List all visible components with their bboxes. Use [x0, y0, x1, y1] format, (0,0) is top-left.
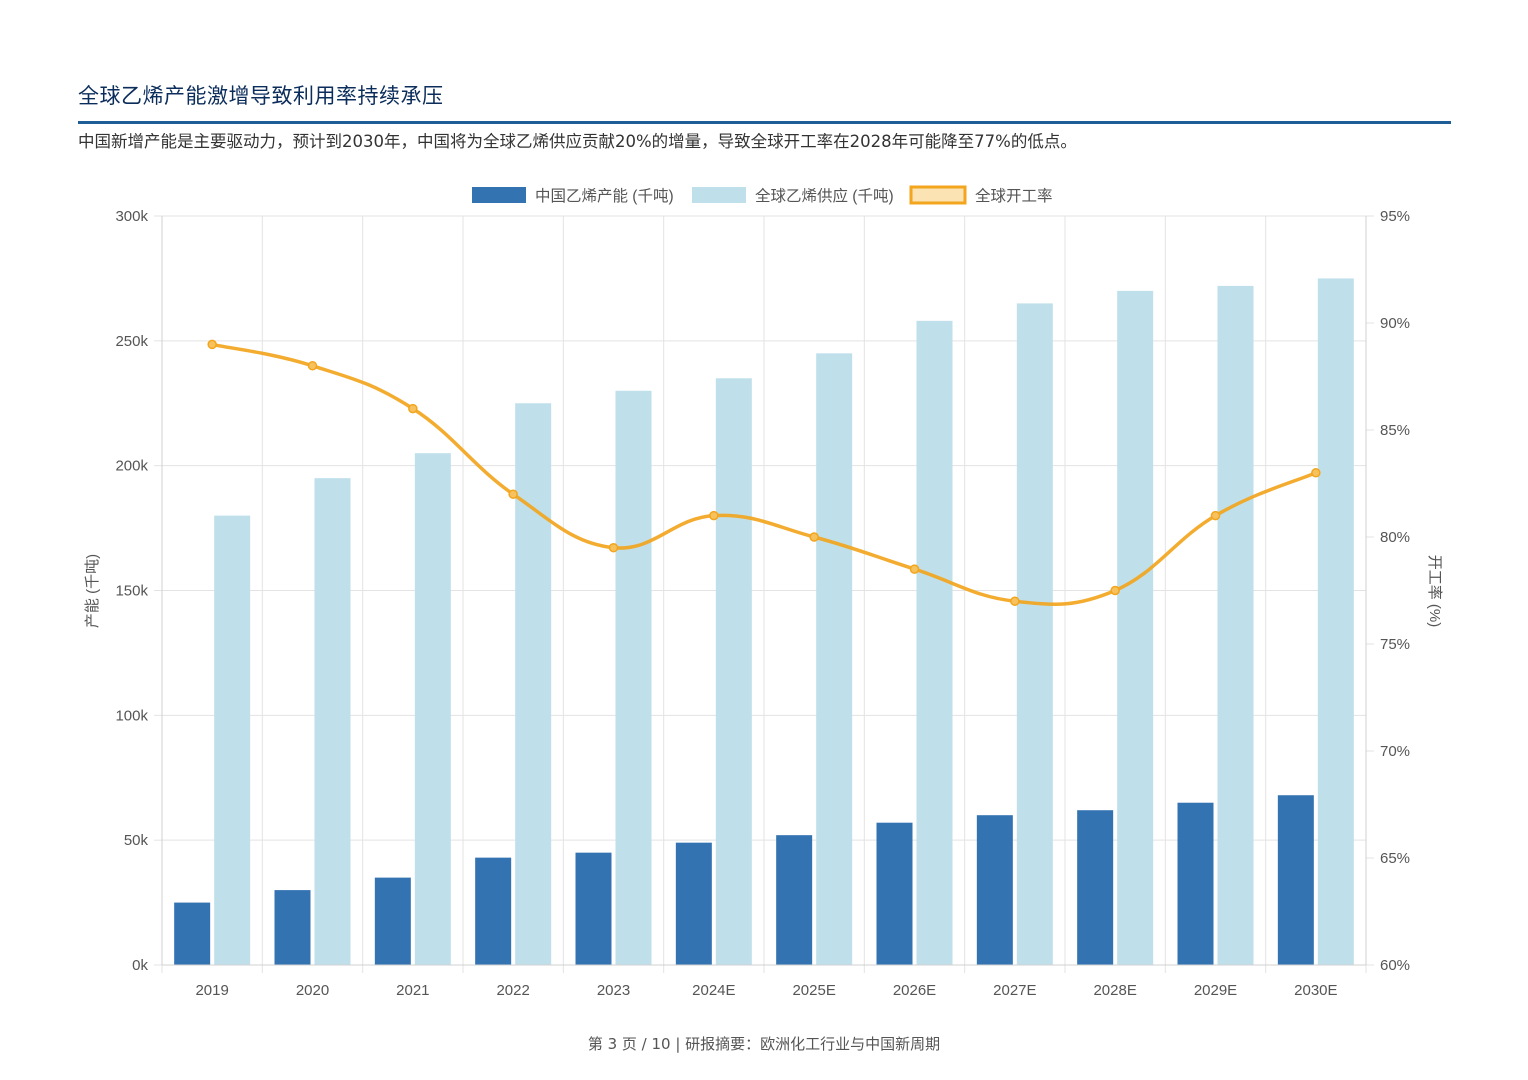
rate-point[interactable]: [1010, 596, 1020, 606]
rate-point[interactable]: [909, 564, 920, 574]
bar-china-capacity[interactable]: [475, 857, 512, 965]
y-left-axis-title: 产能 (千吨): [84, 554, 101, 628]
y-right-tick-label: 95%: [1380, 208, 1410, 225]
rate-point[interactable]: [1110, 585, 1120, 596]
x-tick-label: 2020: [296, 982, 329, 999]
x-tick-label: 2023: [597, 982, 630, 999]
y-left-tick-label: 250k: [115, 333, 148, 350]
y-left-tick-label: 50k: [124, 832, 149, 849]
y-left-tick-label: 150k: [115, 583, 148, 600]
y-right-tick-label: 60%: [1380, 957, 1410, 974]
x-tick-label: 2028E: [1093, 982, 1136, 999]
y-right-axis-title: 开工率 (%): [1426, 555, 1443, 628]
bar-layer: [174, 278, 1354, 966]
y-right-tick-label: 75%: [1380, 636, 1410, 653]
rate-point[interactable]: [1311, 468, 1321, 478]
rate-point[interactable]: [1210, 510, 1221, 521]
axis-layer: 0k 50k 100k 150k 200k 250k 300k 60% 65% 70% 75% 80%…: [84, 208, 1443, 999]
bar-china-capacity[interactable]: [274, 890, 311, 965]
rate-point[interactable]: [307, 361, 318, 371]
x-tick-label: 2025E: [792, 982, 835, 999]
bar-china-capacity[interactable]: [1077, 810, 1114, 965]
bar-china-capacity[interactable]: [976, 815, 1013, 965]
rate-point[interactable]: [608, 542, 619, 553]
bar-global-supply[interactable]: [1317, 278, 1354, 966]
bar-china-capacity[interactable]: [374, 877, 411, 965]
y-right-tick-label: 80%: [1380, 529, 1410, 546]
x-tick-label: 2029E: [1194, 982, 1237, 999]
bar-china-capacity[interactable]: [776, 835, 813, 965]
bar-china-capacity[interactable]: [876, 822, 913, 965]
legend-label-china[interactable]: 中国乙烯产能 (千吨): [535, 187, 674, 205]
rate-point[interactable]: [709, 510, 719, 521]
legend-label-rate[interactable]: 全球开工率: [975, 187, 1053, 205]
legend-swatch-rate[interactable]: [909, 185, 967, 205]
bar-global-supply[interactable]: [1117, 290, 1154, 965]
bar-china-capacity[interactable]: [1277, 795, 1314, 965]
bar-global-supply[interactable]: [414, 453, 451, 965]
legend[interactable]: 中国乙烯产能 (千吨) 全球乙烯供应 (千吨) 全球开工率: [472, 185, 1053, 205]
page-footer: 第 3 页 / 10 | 研报摘要：欧洲化工行业与中国新周期: [587, 1035, 941, 1053]
x-tick-label: 2026E: [893, 982, 936, 999]
y-left-tick-label: 0k: [132, 957, 148, 974]
bar-global-supply[interactable]: [214, 515, 251, 965]
legend-swatch-china[interactable]: [472, 187, 526, 203]
bar-global-supply[interactable]: [816, 353, 853, 966]
bar-china-capacity[interactable]: [575, 852, 612, 965]
x-tick-label: 2021: [396, 982, 429, 999]
bar-china-capacity[interactable]: [174, 902, 211, 965]
bar-global-supply[interactable]: [615, 390, 652, 965]
y-right-tick-label: 90%: [1380, 315, 1410, 332]
page-subtitle: 中国新增产能是主要驱动力，预计到2030年，中国将为全球乙烯供应贡献20%的增量…: [78, 132, 1077, 151]
bar-global-supply[interactable]: [1016, 303, 1053, 966]
y-right-tick-label: 85%: [1380, 422, 1410, 439]
line-utilization-rate[interactable]: [211, 342, 1317, 606]
x-tick-label: 2030E: [1294, 982, 1337, 999]
y-right-tick-label: 65%: [1380, 850, 1410, 867]
y-left-tick-label: 100k: [115, 707, 148, 724]
rate-point[interactable]: [408, 403, 418, 414]
x-tick-label: 2019: [195, 982, 228, 999]
x-tick-label: 2027E: [993, 982, 1036, 999]
y-left-tick-label: 200k: [115, 458, 148, 475]
x-tick-label: 2024E: [692, 982, 735, 999]
rate-point[interactable]: [508, 489, 518, 499]
rate-point[interactable]: [207, 339, 217, 350]
page-title: 全球乙烯产能激增导致利用率持续承压: [78, 84, 444, 108]
y-right-tick-label: 70%: [1380, 743, 1410, 760]
y-left-tick-label: 300k: [115, 208, 148, 225]
title-divider: [78, 121, 1451, 124]
x-tick-label: 2022: [496, 982, 529, 999]
bar-global-supply[interactable]: [916, 320, 953, 965]
bar-global-supply[interactable]: [515, 403, 552, 965]
bar-global-supply[interactable]: [715, 378, 752, 965]
rate-point[interactable]: [809, 532, 819, 542]
bar-china-capacity[interactable]: [1177, 802, 1214, 965]
bar-china-capacity[interactable]: [675, 842, 712, 965]
bar-global-supply[interactable]: [314, 478, 351, 965]
legend-swatch-global[interactable]: [692, 187, 746, 203]
legend-label-global[interactable]: 全球乙烯供应 (千吨): [755, 186, 894, 205]
rate-line-layer: [207, 339, 1321, 606]
bar-global-supply[interactable]: [1217, 285, 1254, 965]
